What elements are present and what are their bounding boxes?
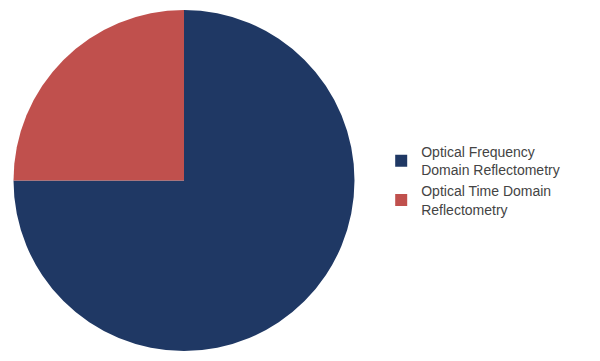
svg-text:Optical FrequencyDomain Reflec: Optical FrequencyDomain Reflectometry bbox=[421, 144, 560, 178]
svg-text:Optical Time DomainReflectomet: Optical Time DomainReflectometry bbox=[421, 183, 551, 217]
